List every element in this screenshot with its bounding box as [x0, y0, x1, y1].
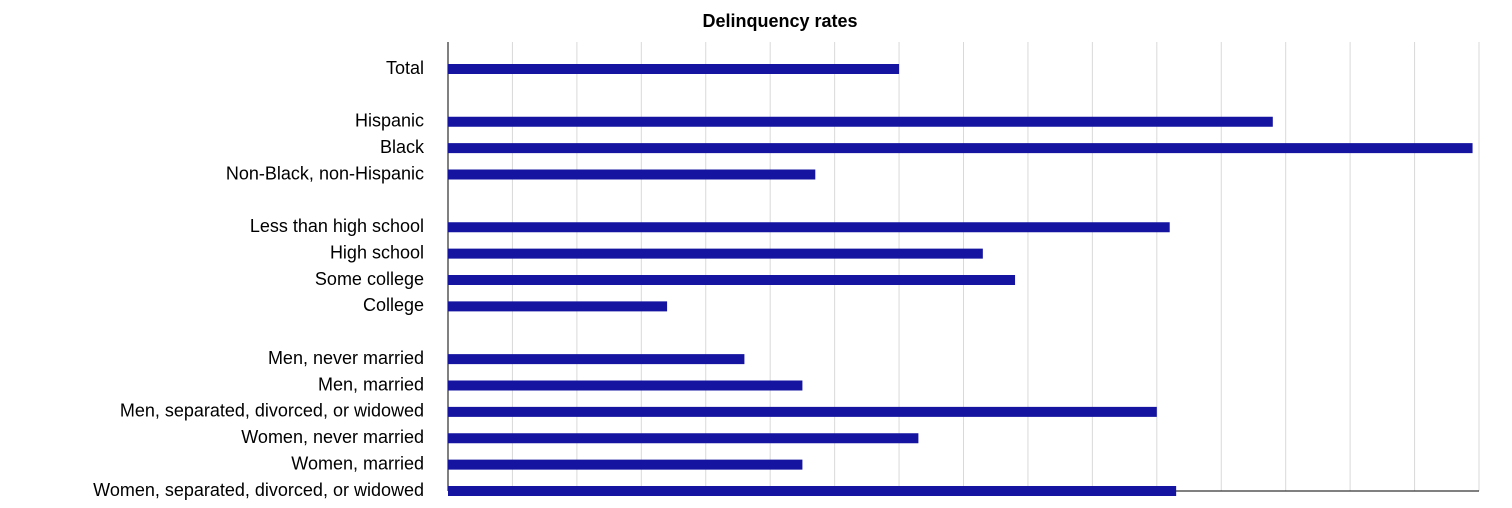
y-tick-label: Some college	[315, 269, 424, 289]
y-tick-label: Men, married	[318, 374, 424, 394]
y-tick-label: Women, separated, divorced, or widowed	[93, 480, 424, 500]
bar	[448, 380, 803, 391]
bar	[448, 169, 816, 180]
y-tick-label: Men, separated, divorced, or widowed	[120, 401, 424, 421]
bar	[448, 64, 900, 74]
y-tick-label: Non-Black, non-Hispanic	[226, 163, 424, 183]
bar	[448, 354, 745, 365]
y-tick-label: Black	[380, 137, 425, 157]
chart-title: Delinquency rates	[702, 11, 857, 31]
y-tick-label: Men, never married	[268, 348, 424, 368]
bar	[448, 222, 1170, 233]
bar	[448, 459, 803, 470]
bar	[448, 486, 1177, 496]
bar	[448, 433, 919, 444]
y-tick-label: High school	[330, 242, 424, 262]
bar	[448, 116, 1273, 127]
y-tick-label: Less than high school	[250, 216, 424, 236]
y-tick-label: Total	[386, 58, 424, 78]
y-tick-label: Women, never married	[241, 427, 424, 447]
bar	[448, 143, 1473, 154]
bar	[448, 275, 1016, 285]
bar	[448, 406, 1157, 417]
bar	[448, 301, 668, 312]
y-tick-label: Hispanic	[355, 111, 424, 131]
bar	[448, 248, 983, 259]
y-tick-label: College	[363, 295, 424, 315]
y-tick-label: Women, married	[291, 453, 424, 473]
